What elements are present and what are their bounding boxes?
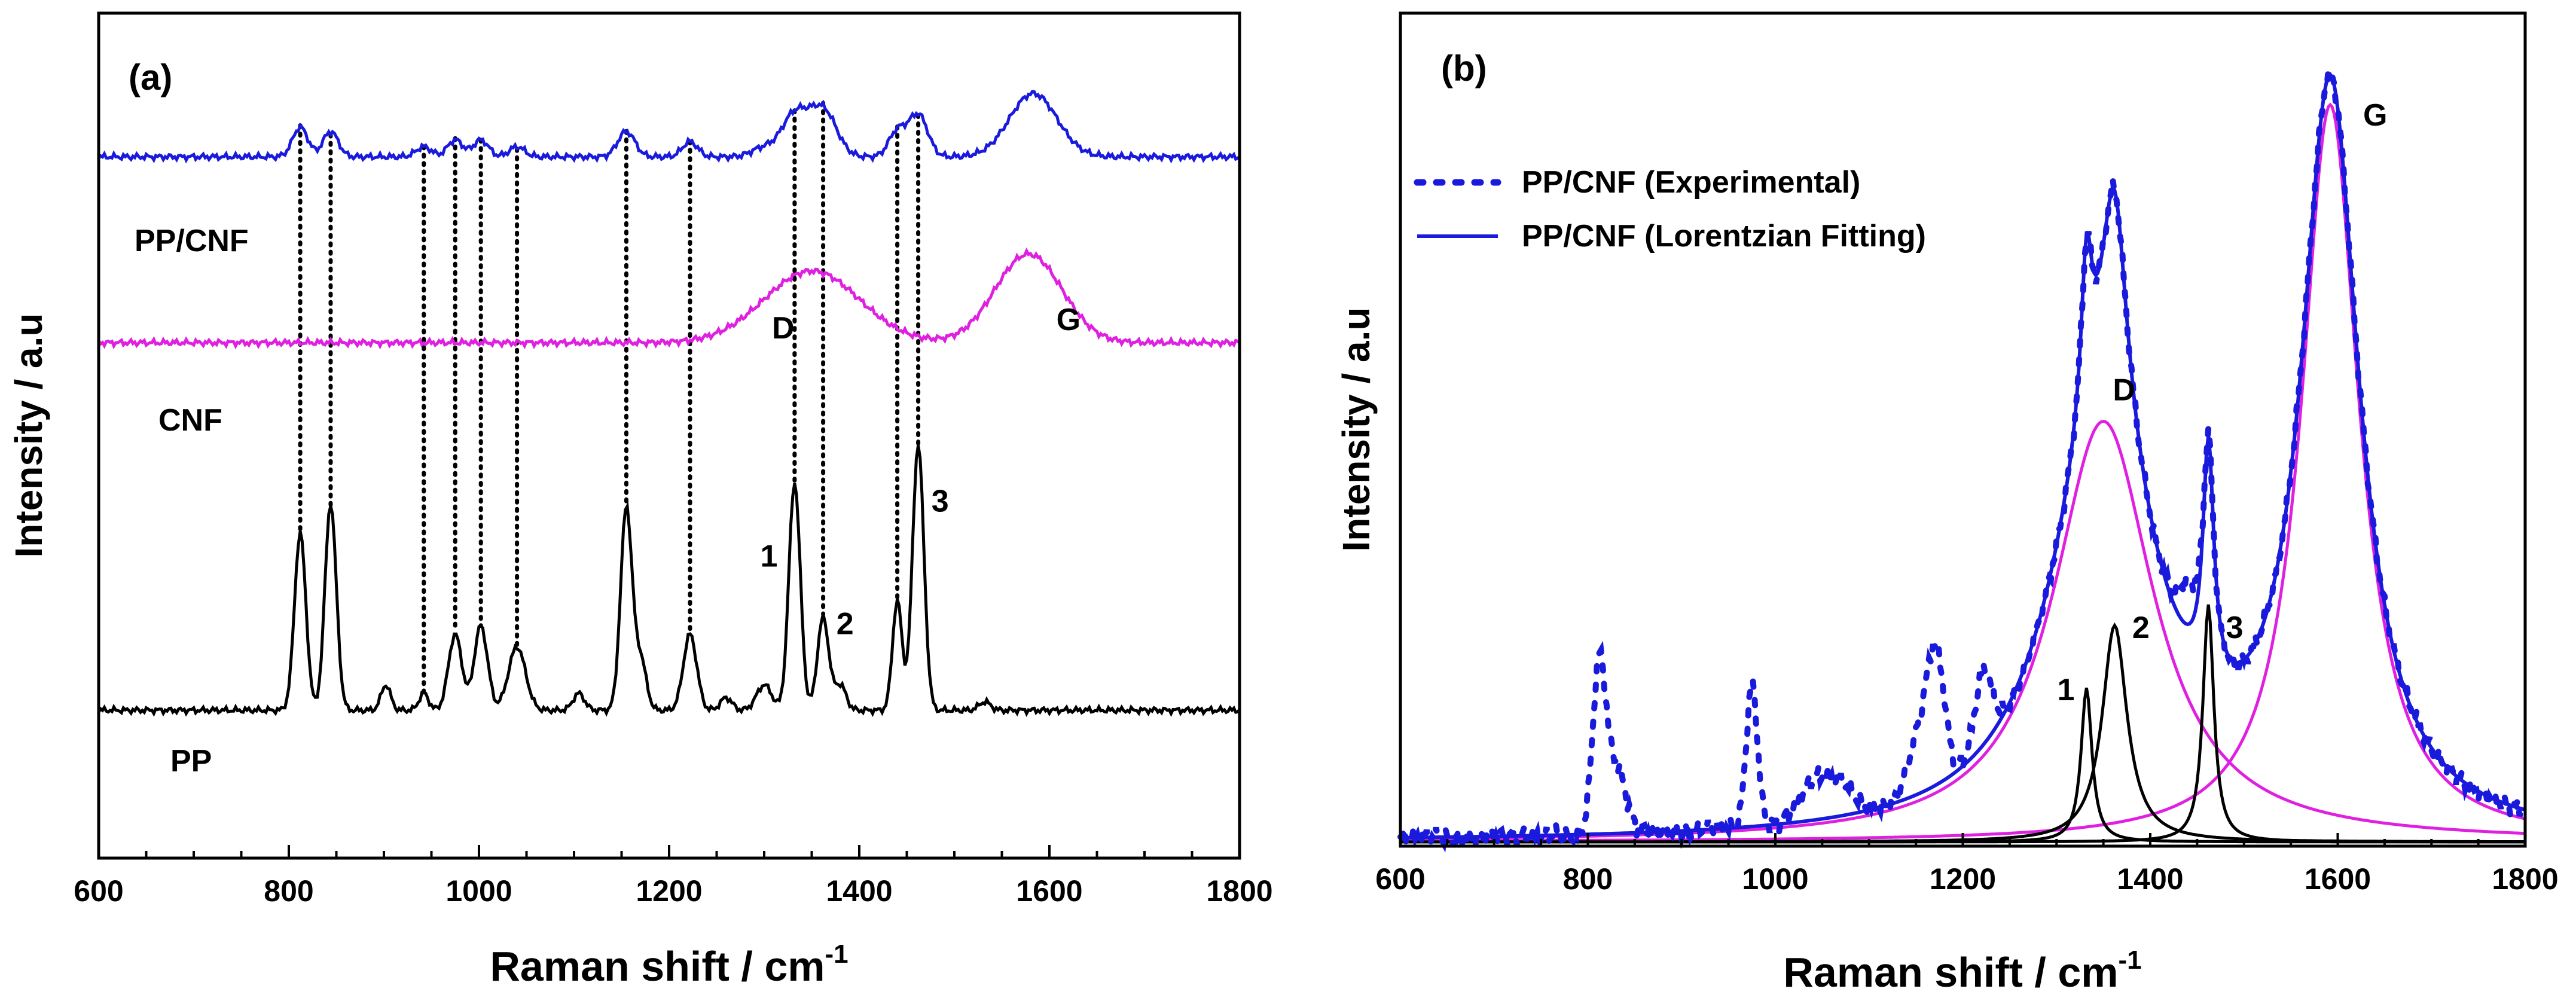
peak-label-3: 3 — [2226, 611, 2244, 645]
curve-label-cnf: CNF — [158, 403, 222, 438]
x-tick-label: 1800 — [2492, 862, 2558, 896]
x-tick-label: 1000 — [445, 874, 512, 908]
peak-label-2: 2 — [2132, 611, 2150, 645]
x-axis-ticks: 600 800 1000 1200 1400 1600 1800 — [74, 845, 1273, 908]
series-pp — [97, 445, 1241, 718]
series-experimental — [1397, 65, 2528, 856]
component-peak-3 — [1400, 604, 2525, 844]
peak-label-D: D — [2113, 373, 2135, 408]
legend: PP/CNF (Experimental) PP/CNF (Lorentzian… — [1414, 165, 1926, 254]
x-tick-label: 1400 — [2117, 862, 2183, 896]
panel-label: (a) — [129, 57, 172, 97]
dotted-guide-lines — [298, 100, 921, 695]
component-peak-G — [1400, 102, 2526, 843]
y-axis-title: Intensity / a.u — [7, 313, 50, 558]
x-tick-label: 1400 — [826, 874, 892, 908]
panel-label: (b) — [1441, 48, 1487, 89]
x-tick-label: 800 — [1563, 862, 1613, 896]
x-tick-label: 1800 — [1206, 874, 1272, 908]
panel-a: 600 800 1000 1200 1400 1600 1800 (a) PP/CNF CN… — [7, 11, 1273, 990]
curve-label-pp: PP — [170, 744, 212, 779]
peak-label-3: 3 — [932, 484, 949, 519]
spectra-series — [97, 90, 1241, 718]
peak-annotations: D G 1 2 3 — [760, 303, 1081, 642]
x-tick-label: 800 — [264, 874, 313, 908]
peak-label-1: 1 — [760, 539, 777, 574]
x-axis-title: Raman shift / cm-1 — [490, 939, 848, 990]
curve-label-pp-cnf: PP/CNF — [135, 224, 249, 258]
plot-frame — [1399, 11, 2527, 848]
x-tick-label: 1000 — [1742, 862, 1808, 896]
y-axis-title: Intensity / a.u — [1335, 307, 1378, 552]
x-tick-label: 600 — [1375, 862, 1425, 896]
x-tick-label: 1200 — [636, 874, 702, 908]
x-axis-title: Raman shift / cm-1 — [1783, 945, 2141, 996]
peak-annotations: D G 1 2 3 — [2057, 98, 2387, 707]
plot-frame — [97, 11, 1241, 860]
peak-label-D: D — [772, 311, 795, 346]
x-tick-label: 1200 — [1930, 862, 1996, 896]
legend-label-fitting: PP/CNF (Lorentzian Fitting) — [1522, 219, 1926, 254]
panel-b: 600 800 1000 1200 1400 1600 1800 (b) PP/CNF (E… — [1335, 11, 2559, 996]
series-pp-cnf — [97, 90, 1241, 164]
x-tick-label: 1600 — [1016, 874, 1082, 908]
x-tick-label: 600 — [74, 874, 123, 908]
peak-label-G: G — [1057, 303, 1081, 337]
component-peak-2 — [1400, 622, 2526, 844]
component-peak-D — [1400, 420, 2526, 841]
x-tick-label: 1600 — [2305, 862, 2371, 896]
peak-label-2: 2 — [837, 607, 854, 642]
peak-label-1: 1 — [2057, 673, 2074, 707]
series-cnf — [97, 247, 1241, 350]
peak-label-G: G — [2363, 98, 2387, 133]
legend-label-experimental: PP/CNF (Experimental) — [1522, 165, 1860, 200]
x-axis-ticks: 600 800 1000 1200 1400 1600 1800 — [1375, 833, 2559, 896]
